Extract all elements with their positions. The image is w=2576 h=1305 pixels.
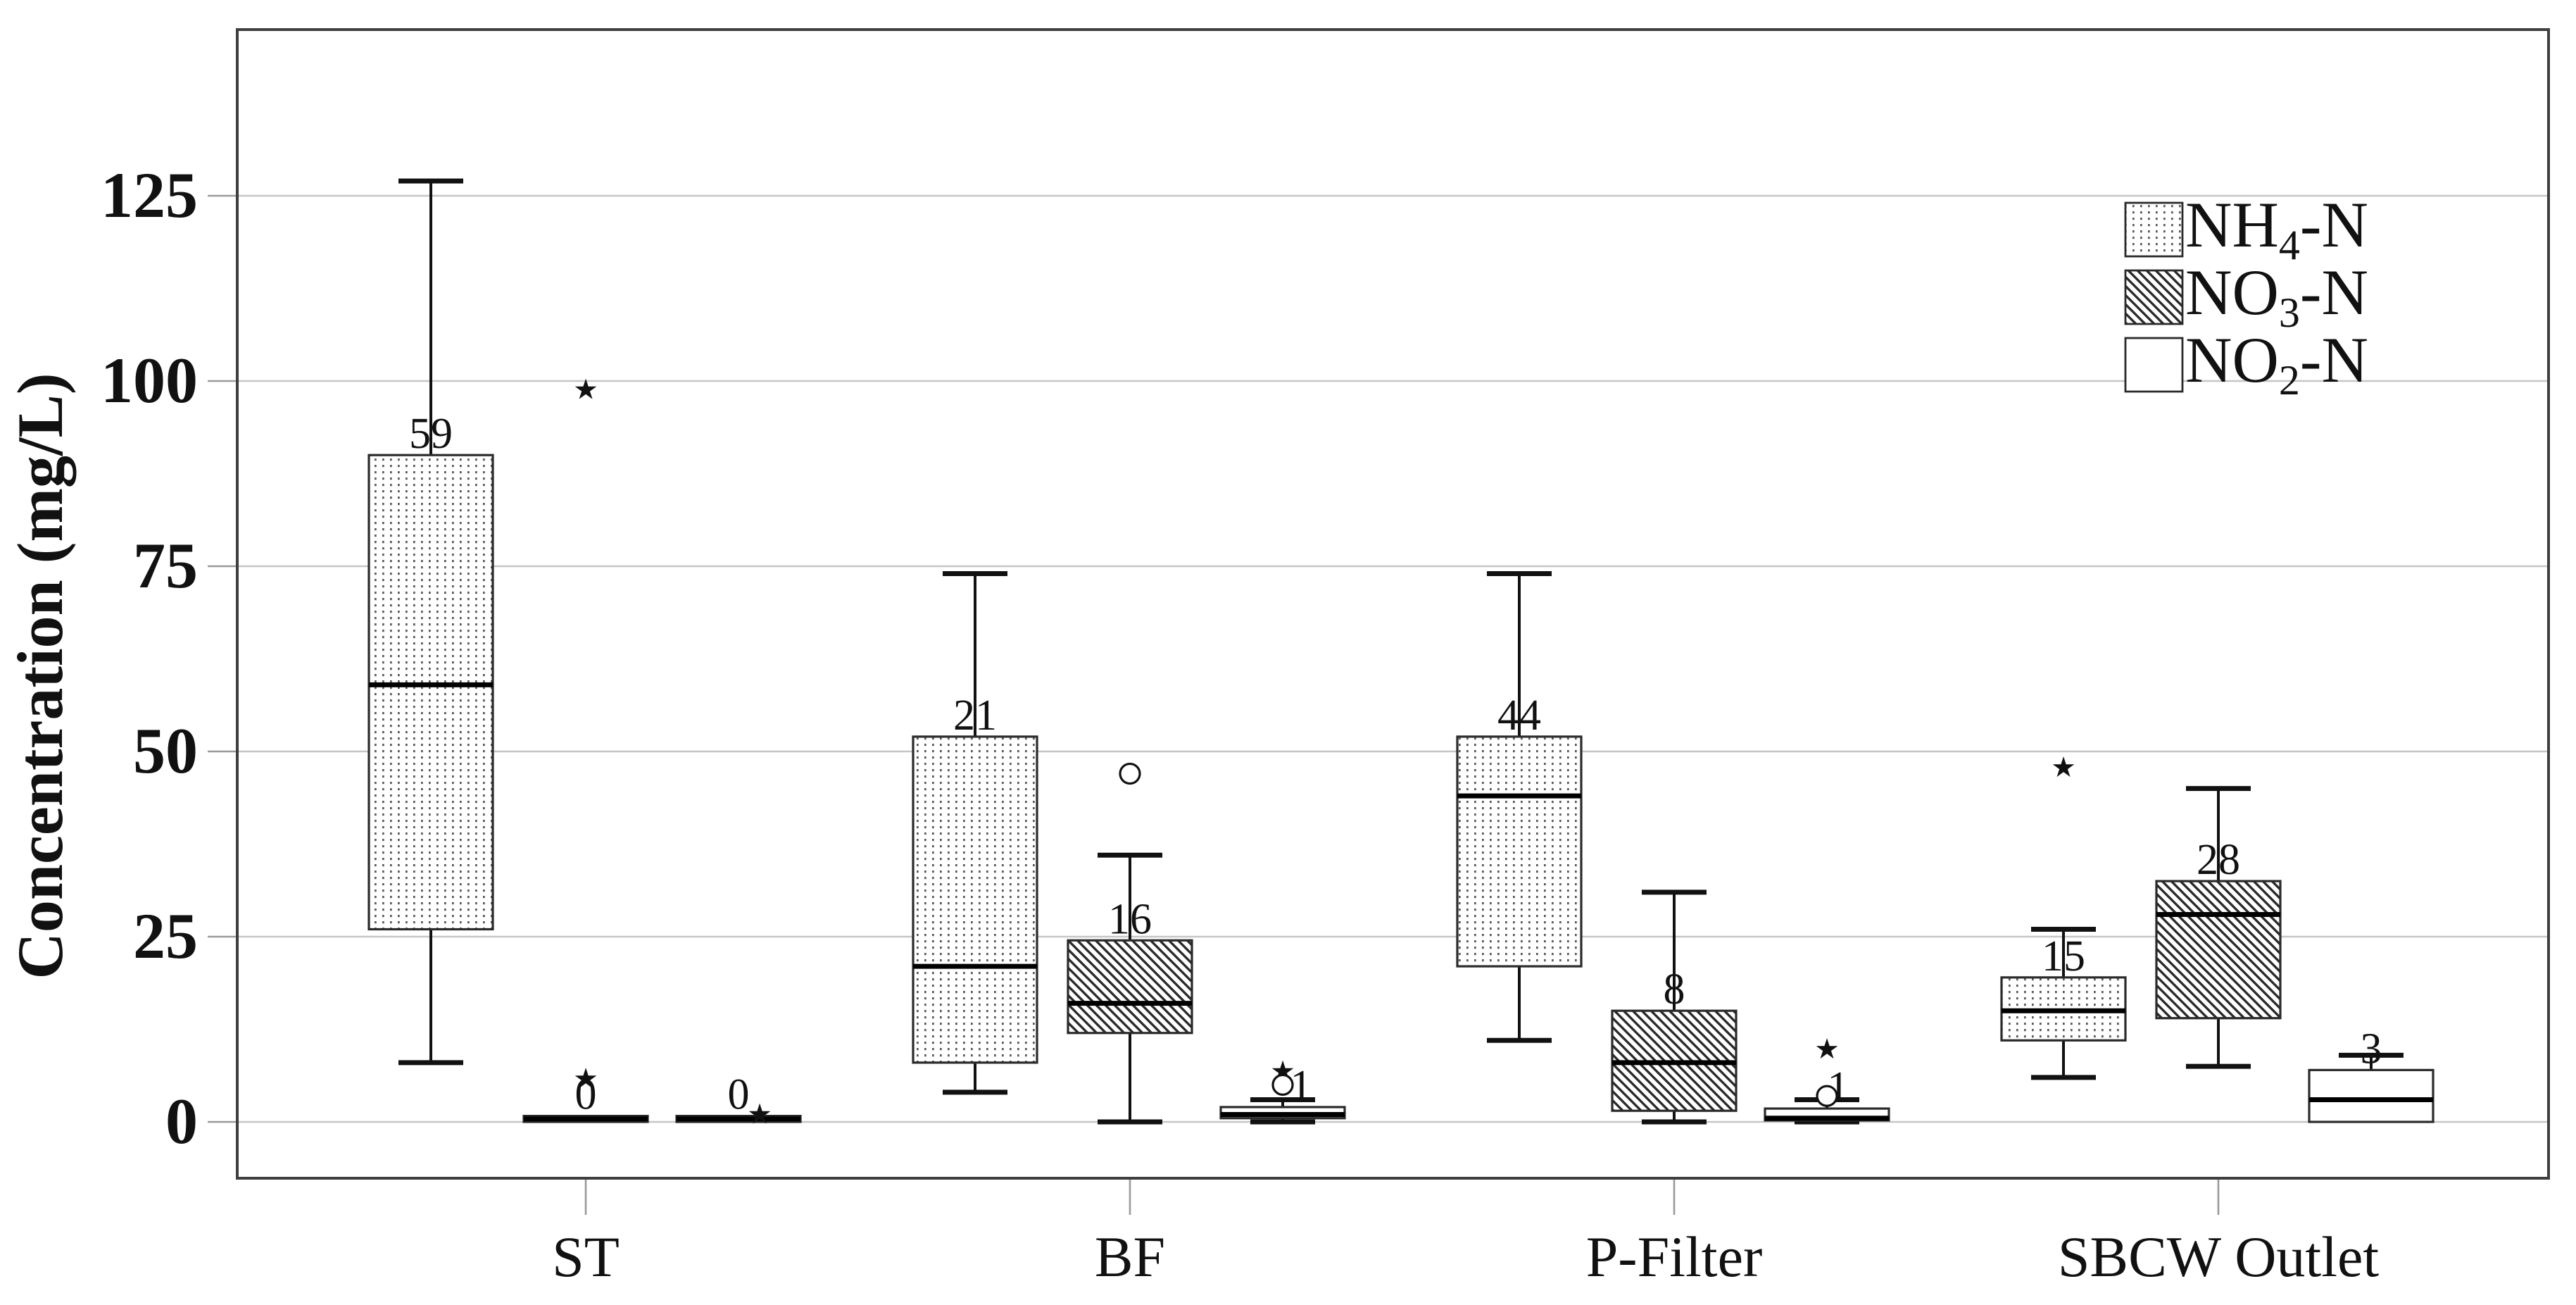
outlier-star-marker: ★ [573,374,598,406]
box-P-Filter-NO2-N: 1★ [1764,1033,1890,1125]
x-category-label: ST [552,1225,620,1289]
y-tick-label-0: 0 [165,1085,198,1157]
box-ST-NH4-N: 59 [367,178,494,1066]
legend-swatch-diagonal-icon [2124,269,2184,325]
outlier-star-marker: ★ [1814,1033,1840,1066]
iqr-box [1456,735,1583,968]
gridlines-layer [237,194,2549,1123]
box-BF-NO3-N: 16 [1067,762,1193,1125]
iqr-box [2308,1068,2434,1123]
legend-item-NH4N: NH4-N [2124,189,2368,268]
median-value-label: 0 [728,1071,750,1119]
outlier-circle-marker [1271,1073,1294,1097]
median-value-label: 0 [575,1071,597,1119]
median-value-label: 21 [953,692,997,739]
iqr-box [1067,939,1193,1035]
x-category-label: SBCW Outlet [2058,1225,2380,1289]
box-P-Filter-NH4-N: 44 [1456,571,1583,1043]
legend-label: NH4-N [2185,189,2368,268]
y-tick-label-25: 25 [133,900,198,972]
iqr-box [367,454,494,931]
median-value-label: 59 [409,410,453,458]
legend-label: NO2-N [2185,324,2368,404]
outlier-circle-marker [1816,1085,1838,1107]
x-category-label: P-Filter [1586,1225,1763,1289]
iqr-box [2155,880,2282,1020]
legend-swatch-plain-icon [2124,337,2184,393]
box-SBCW_Outlet-NH4-N: 15 ★ [2000,751,2127,1080]
outlier-star-marker: ★ [747,1098,772,1130]
y-tick-label-50: 50 [133,715,198,787]
iqr-box [912,735,1038,1064]
plot-frame [236,28,2550,1180]
median-value-label: 28 [2197,836,2240,884]
median-value-label: 3 [2361,1025,2382,1073]
median-value-label: 1 [1290,1062,1312,1110]
legend-label: NO3-N [2185,256,2368,336]
legend-item-NO2N: NO2-N [2124,324,2368,404]
outlier-star-marker: ★ [573,1063,598,1095]
legend-item-NO3N: NO3-N [2124,256,2368,336]
outlier-circle-marker [1119,762,1141,785]
y-tick-label-125: 125 [101,159,198,231]
box-SBCW_Outlet-NO3-N: 28 [2155,786,2282,1069]
axis-ticks-layer [208,194,2220,1215]
legend-swatch-dots-icon [2124,201,2184,258]
median-value-label: 16 [1108,895,1152,943]
y-tick-label-75: 75 [133,530,198,601]
y-axis-title: Concentration (mg/L) [4,373,76,979]
box-BF-NO2-N: 1★ [1219,1055,1346,1125]
y-tick-label-100: 100 [101,344,198,416]
x-category-label: BF [1095,1225,1165,1289]
median-value-label: 44 [1497,692,1541,739]
box-SBCW_Outlet-NO2-N: 3 [2308,1025,2434,1123]
box-ST-NO3-N: 0★★ [522,374,649,1123]
box-P-Filter-NO3-N: 8 [1611,889,1738,1125]
box-BF-NH4-N: 21 [912,571,1038,1095]
median-value-label: 8 [1664,966,1685,1013]
outlier-star-marker: ★ [2051,751,2076,784]
box-ST-NO2-N: 0★ [675,1071,802,1130]
median-value-label: 15 [2042,932,2085,980]
